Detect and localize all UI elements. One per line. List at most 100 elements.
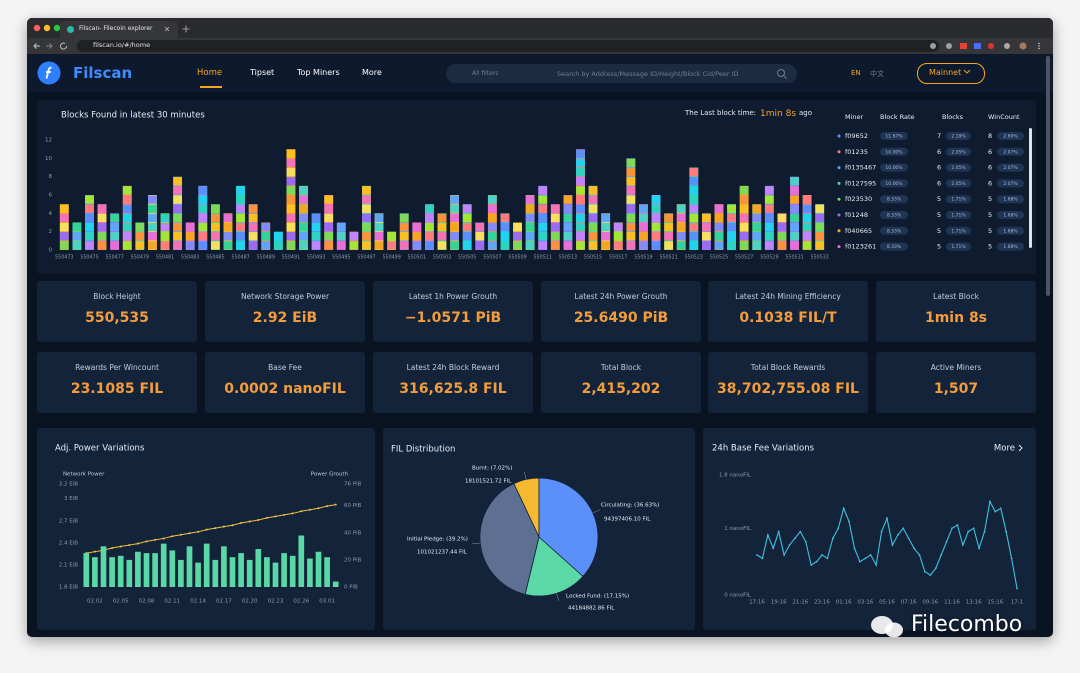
bar <box>281 553 287 587</box>
lang-en[interactable]: EN <box>851 69 861 77</box>
block-segment <box>185 232 195 241</box>
tab[interactable] <box>60 21 178 38</box>
block-segment <box>198 213 208 223</box>
wechat-icon <box>871 616 903 638</box>
x-tick-label: 550487 <box>231 255 249 261</box>
new-tab[interactable] <box>182 25 190 33</box>
y2-tick-label: 60 PiB <box>344 503 361 509</box>
x-tick-label: 550499 <box>382 255 400 261</box>
point <box>274 515 277 518</box>
point <box>989 500 991 503</box>
block-segment <box>613 241 623 250</box>
stat-value: 2.92 EiB <box>252 310 318 326</box>
tab-close[interactable] <box>164 26 170 32</box>
search-placeholder[interactable]: Search by Address/Message ID/Height/Bloc… <box>557 70 739 78</box>
block-segment <box>777 232 787 241</box>
x-tick-label: 550473 <box>55 255 73 261</box>
logo[interactable] <box>37 61 61 85</box>
badge <box>880 211 908 219</box>
power-panel: Adj. Power Variations 1.8 EiB 2.1 EiB 2.4 … <box>37 428 375 630</box>
block-segment <box>173 195 183 204</box>
block-segment <box>286 213 296 223</box>
block-segment <box>664 232 674 241</box>
block-segment <box>450 222 459 232</box>
block-segment <box>185 241 195 250</box>
block-segment <box>714 232 724 241</box>
nav-link[interactable]: Tipset <box>250 68 275 77</box>
block-segment <box>324 241 334 250</box>
extension-icons[interactable] <box>925 40 1049 52</box>
blocks: 5 <box>937 243 941 251</box>
block-segment <box>236 204 245 213</box>
slice-label: Circulating: (36.63%) <box>601 503 659 509</box>
block-segment <box>425 222 434 232</box>
block-segment <box>412 241 422 250</box>
bar <box>246 559 253 587</box>
url-field[interactable] <box>77 40 939 52</box>
block-segment <box>399 232 409 241</box>
block-segment <box>525 222 535 232</box>
brand[interactable]: Filscan <box>73 64 133 82</box>
point <box>214 527 217 530</box>
block-segment <box>425 204 434 213</box>
network-button[interactable] <box>917 63 985 84</box>
point <box>128 544 131 547</box>
badge <box>946 242 971 251</box>
block-segment <box>324 204 334 213</box>
block-segment <box>790 186 799 195</box>
block-segment <box>689 232 699 241</box>
block-segment <box>626 241 636 250</box>
close[interactable] <box>33 24 41 32</box>
stat-card: Latest 24h Block Reward 316,625.8 FIL <box>373 352 533 413</box>
search-icon[interactable] <box>775 67 789 81</box>
network[interactable]: Mainnet <box>929 68 962 77</box>
more-link[interactable]: More <box>994 444 1015 454</box>
window-controls[interactable] <box>30 22 70 34</box>
point <box>940 554 943 556</box>
block-segment <box>261 232 271 241</box>
tab-icons[interactable] <box>160 24 194 34</box>
point <box>994 510 997 513</box>
block-segment <box>487 195 497 204</box>
block-segment <box>122 232 132 241</box>
block-segment <box>248 213 258 223</box>
search-box[interactable] <box>446 64 797 83</box>
block-segment <box>399 241 409 250</box>
slice-amount: 44184882.86 FIL <box>568 606 615 612</box>
block-segment <box>148 204 157 213</box>
minimize[interactable] <box>43 24 51 32</box>
x-tick-label: 07:16 <box>901 600 917 606</box>
table-header: WinCount <box>988 113 1020 121</box>
block-segment <box>727 241 736 250</box>
block-segment <box>815 232 825 241</box>
block-segment <box>210 241 220 250</box>
line <box>86 504 336 554</box>
forward[interactable] <box>46 43 53 49</box>
nav-link[interactable]: Home <box>197 68 223 78</box>
search-filter[interactable]: All filters <box>472 70 499 77</box>
reload[interactable] <box>60 42 67 50</box>
x-tick-label: 550509 <box>508 255 526 261</box>
scrollbar[interactable] <box>1046 56 1050 296</box>
badge <box>997 179 1024 188</box>
x-tick-label: 550501 <box>408 255 426 261</box>
back[interactable] <box>33 43 40 49</box>
block-segment <box>764 213 774 223</box>
block-segment <box>790 204 799 213</box>
badge <box>997 195 1024 204</box>
lang-zh[interactable]: 中文 <box>870 70 884 78</box>
x-tick-label: 550477 <box>105 255 123 261</box>
badge-text: 11.67% <box>885 134 903 140</box>
block-segment <box>727 213 736 223</box>
badge-text: 2.05% <box>951 149 966 155</box>
bar <box>487 195 497 250</box>
nav-buttons[interactable] <box>32 40 74 52</box>
nav-link[interactable]: More <box>362 68 382 77</box>
bar <box>273 231 283 250</box>
nav-link[interactable]: Top Miners <box>297 68 340 77</box>
block-segment <box>601 241 611 250</box>
maximize[interactable] <box>53 24 61 32</box>
x-tick-label: 550481 <box>156 255 174 261</box>
block-segment <box>651 204 661 213</box>
table-scrollbar[interactable] <box>1029 128 1032 248</box>
